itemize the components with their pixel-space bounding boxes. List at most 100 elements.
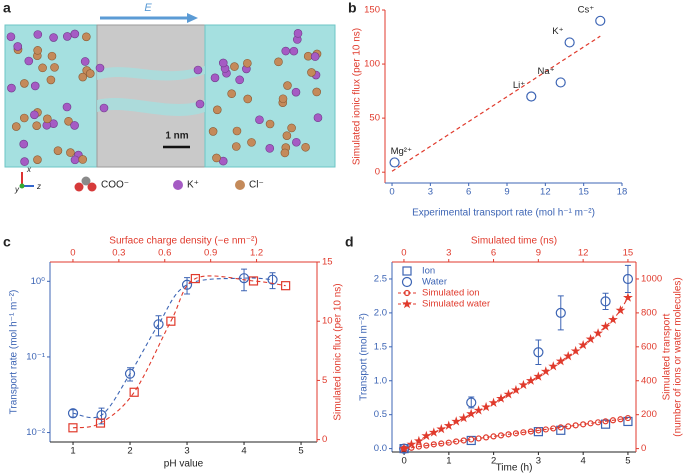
atom	[232, 126, 242, 136]
atom	[43, 114, 52, 124]
y-tick-label: 50	[369, 113, 380, 124]
y2-tick-label: 0	[322, 434, 327, 445]
atom	[289, 46, 299, 56]
marker-circle	[527, 428, 534, 435]
legend-label: Water	[422, 277, 447, 288]
x-tick-label: 4	[581, 456, 586, 467]
x-tick-label: 0	[401, 456, 406, 467]
marker-square	[402, 266, 412, 276]
x-axis-label: Experimental transport rate (mol h⁻¹ m⁻²…	[412, 208, 595, 219]
y2-tick-label: 5	[322, 375, 327, 386]
series-line	[72, 277, 273, 419]
panel-label: a	[3, 0, 11, 16]
marker-star	[525, 375, 536, 385]
channel-water	[97, 66, 205, 81]
marker-circle	[423, 442, 430, 449]
x-tick-label: 5	[625, 456, 630, 467]
legend-icon	[173, 180, 183, 190]
marker-star	[608, 314, 618, 324]
legend-label: COO⁻	[101, 180, 129, 191]
marker-star	[473, 405, 484, 415]
field-label: E	[144, 2, 152, 14]
atom	[301, 142, 310, 152]
marker-circle	[124, 368, 136, 379]
point-label: Li⁺	[513, 80, 525, 91]
marker-square	[556, 425, 566, 435]
marker-star	[466, 408, 477, 419]
marker-circle	[595, 15, 606, 26]
legend-label: Simulated ion	[422, 288, 480, 299]
atom	[265, 119, 275, 129]
marker-circle	[600, 296, 611, 307]
marker-circle	[430, 441, 437, 448]
marker-square	[68, 423, 78, 433]
atom	[62, 32, 72, 41]
atom	[33, 30, 43, 39]
axis-icon-y	[19, 183, 25, 189]
y2-tick-label: 400	[641, 375, 657, 386]
marker-star	[436, 423, 447, 434]
y-axis-label: Simulated ionic flux (per 10 ns)	[352, 28, 363, 165]
legend-icon	[74, 182, 84, 192]
atom	[230, 62, 239, 71]
x2-tick-label: 6	[491, 248, 496, 259]
marker-circle	[550, 425, 557, 432]
atom	[7, 83, 16, 93]
point-label: Cs⁺	[578, 4, 595, 15]
atom	[227, 89, 236, 99]
marker-circle	[153, 319, 164, 330]
x2-tick-label: 12	[578, 248, 589, 259]
marker-circle	[67, 408, 79, 419]
y-tick-label: 150	[364, 5, 380, 16]
y2-axis-label: Simulated ionic flux (per 10 ns)	[333, 283, 344, 420]
series-line	[403, 417, 629, 450]
x2-tick-label: 0.6	[158, 248, 171, 259]
atom	[32, 121, 41, 130]
marker-star	[481, 401, 491, 412]
marker-star	[623, 292, 633, 302]
atom	[99, 103, 109, 113]
marker-star	[578, 339, 589, 350]
scale-bar-label: 1 nm	[165, 131, 188, 142]
marker-circle	[181, 279, 193, 290]
x-tick-label: 0	[389, 187, 394, 198]
marker-circle	[617, 416, 624, 423]
marker-star	[399, 443, 409, 453]
atom	[280, 148, 290, 158]
marker-star	[458, 412, 469, 423]
series-line	[72, 275, 286, 429]
x2-tick-label: 0.9	[204, 248, 217, 259]
x-tick-label: 15	[578, 187, 589, 198]
panel-label: d	[345, 234, 354, 250]
x-tick-label: 12	[540, 187, 551, 198]
atom	[78, 155, 88, 164]
marker-star	[555, 356, 566, 366]
atom	[243, 58, 252, 68]
atom	[210, 73, 220, 83]
atom	[33, 155, 42, 164]
atom	[195, 99, 205, 109]
series-line	[403, 297, 629, 450]
marker-square	[190, 273, 200, 284]
y-axis-label: Transport (mol m⁻²)	[359, 313, 370, 401]
x-tick-label: 4	[241, 446, 246, 457]
marker-star	[511, 384, 521, 395]
marker-circle	[512, 430, 520, 437]
y2-tick-label: 0	[641, 443, 646, 454]
marker-circle	[555, 77, 566, 88]
marker-circle	[622, 273, 634, 285]
y2-tick-label: 200	[641, 409, 657, 420]
marker-circle	[565, 423, 572, 430]
atom	[66, 148, 75, 157]
error-bar	[624, 264, 631, 294]
marker-circle	[460, 437, 467, 444]
point-label: K⁺	[552, 26, 563, 37]
x2-axis-label: Simulated time (ns)	[471, 236, 557, 247]
y-tick-label: 0	[375, 167, 380, 178]
y2-axis-label: Simulated transport	[662, 313, 673, 400]
marker-circle	[520, 429, 527, 436]
marker-circle	[401, 276, 413, 288]
axis-icon-label: x	[26, 165, 32, 174]
atom	[293, 29, 303, 38]
